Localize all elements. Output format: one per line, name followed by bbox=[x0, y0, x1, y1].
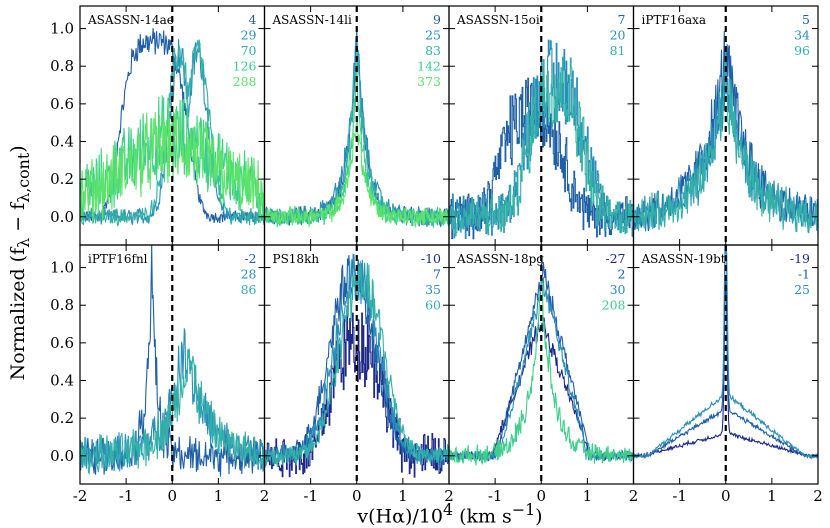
legend-entry: 30 bbox=[610, 282, 626, 297]
y-tick-label: 0.8 bbox=[50, 57, 74, 75]
x-axis-label-container: v(Hα)/104 (km s−1) bbox=[0, 500, 830, 528]
legend-entry: -19 bbox=[790, 251, 810, 266]
series-line-0-4 bbox=[80, 101, 265, 224]
y-tick-label: 0.4 bbox=[50, 132, 74, 150]
x-tick-label: 0 bbox=[536, 487, 546, 505]
series-line-7-1 bbox=[633, 245, 818, 459]
legend-entry: -10 bbox=[421, 251, 441, 266]
legend-entry: 70 bbox=[241, 43, 257, 58]
legend-entry: 373 bbox=[417, 74, 441, 89]
y-tick-label: 0.2 bbox=[50, 170, 74, 188]
series-line-7-2 bbox=[633, 245, 818, 460]
legend-entry: 25 bbox=[794, 282, 810, 297]
y-tick-label: 1.0 bbox=[50, 259, 74, 277]
series-line-6-1 bbox=[449, 261, 634, 462]
y-tick-label: 0.8 bbox=[50, 296, 74, 314]
legend-entry: 7 bbox=[433, 267, 441, 282]
x-tick-label: 0 bbox=[352, 487, 362, 505]
legend-entry: 96 bbox=[794, 43, 810, 58]
x-tick-label: -1 bbox=[119, 487, 134, 505]
legend-entry: 81 bbox=[610, 43, 626, 58]
x-tick-label: -1 bbox=[303, 487, 318, 505]
legend-entry: -2 bbox=[244, 251, 256, 266]
series-line-1-2 bbox=[264, 44, 449, 227]
y-tick-label: 1.0 bbox=[50, 20, 74, 38]
x-tick-label: 2 bbox=[444, 487, 454, 505]
y-tick-label: 0.4 bbox=[50, 371, 74, 389]
panel-title: ASASSN-15oi bbox=[456, 13, 540, 27]
y-tick-label: 0.6 bbox=[50, 334, 74, 352]
panel-title: ASASSN-14ae bbox=[87, 13, 174, 27]
legend-entry: 7 bbox=[618, 12, 626, 27]
x-tick-label: 1 bbox=[214, 487, 224, 505]
legend-entry: 83 bbox=[425, 43, 441, 58]
x-tick-label: 0 bbox=[167, 487, 177, 505]
x-tick-label: 2 bbox=[260, 487, 270, 505]
series-line-0-2 bbox=[80, 39, 265, 227]
y-axis-label: Normalized (fλ − fλ,cont) bbox=[7, 145, 33, 381]
legend-entry: 20 bbox=[610, 28, 626, 43]
x-tick-label: -2 bbox=[73, 487, 88, 505]
legend-entry: -27 bbox=[605, 251, 625, 266]
legend-entry: 5 bbox=[802, 12, 810, 27]
x-tick-label: 1 bbox=[583, 487, 593, 505]
legend-entry: -1 bbox=[798, 267, 810, 282]
legend-entry: 208 bbox=[602, 298, 626, 313]
legend-entry: 9 bbox=[433, 12, 441, 27]
x-tick-label: 2 bbox=[629, 487, 639, 505]
x-tick-label: 1 bbox=[767, 487, 777, 505]
legend-entry: 28 bbox=[241, 267, 257, 282]
panel-title: ASASSN-14li bbox=[272, 13, 352, 27]
legend-entry: 29 bbox=[241, 28, 257, 43]
x-tick-label: -1 bbox=[488, 487, 503, 505]
x-tick-label: 2 bbox=[813, 487, 823, 505]
legend-entry: 2 bbox=[618, 267, 626, 282]
x-tick-label: 1 bbox=[398, 487, 408, 505]
y-tick-label: 0.0 bbox=[50, 447, 74, 465]
legend-entry: 4 bbox=[249, 12, 257, 27]
legend-entry: 35 bbox=[425, 282, 441, 297]
y-tick-label: 0.2 bbox=[50, 409, 74, 427]
panel-title: ASASSN-19bt bbox=[641, 252, 726, 266]
x-axis-label: v(Hα)/104 (km s−1) bbox=[357, 500, 543, 528]
x-tick-label: -1 bbox=[672, 487, 687, 505]
y-tick-label: 0.0 bbox=[50, 208, 74, 226]
legend-entry: 34 bbox=[794, 28, 810, 43]
legend-entry: 86 bbox=[241, 282, 257, 297]
legend-entry: 126 bbox=[233, 59, 257, 74]
legend-entry: 25 bbox=[425, 28, 441, 43]
panel-title: ASASSN-18pg bbox=[456, 252, 544, 266]
legend-entry: 142 bbox=[417, 59, 441, 74]
panel-title: iPTF16axa bbox=[642, 13, 707, 27]
legend-entry: 60 bbox=[425, 298, 441, 313]
y-axis-label-container: Normalized (fλ − fλ,cont) bbox=[0, 0, 33, 528]
y-tick-label: 0.6 bbox=[50, 95, 74, 113]
panel-title: iPTF16fnl bbox=[88, 252, 148, 266]
legend-entry: 288 bbox=[233, 74, 257, 89]
panel-title: PS18kh bbox=[273, 252, 320, 266]
x-tick-label: 0 bbox=[721, 487, 731, 505]
